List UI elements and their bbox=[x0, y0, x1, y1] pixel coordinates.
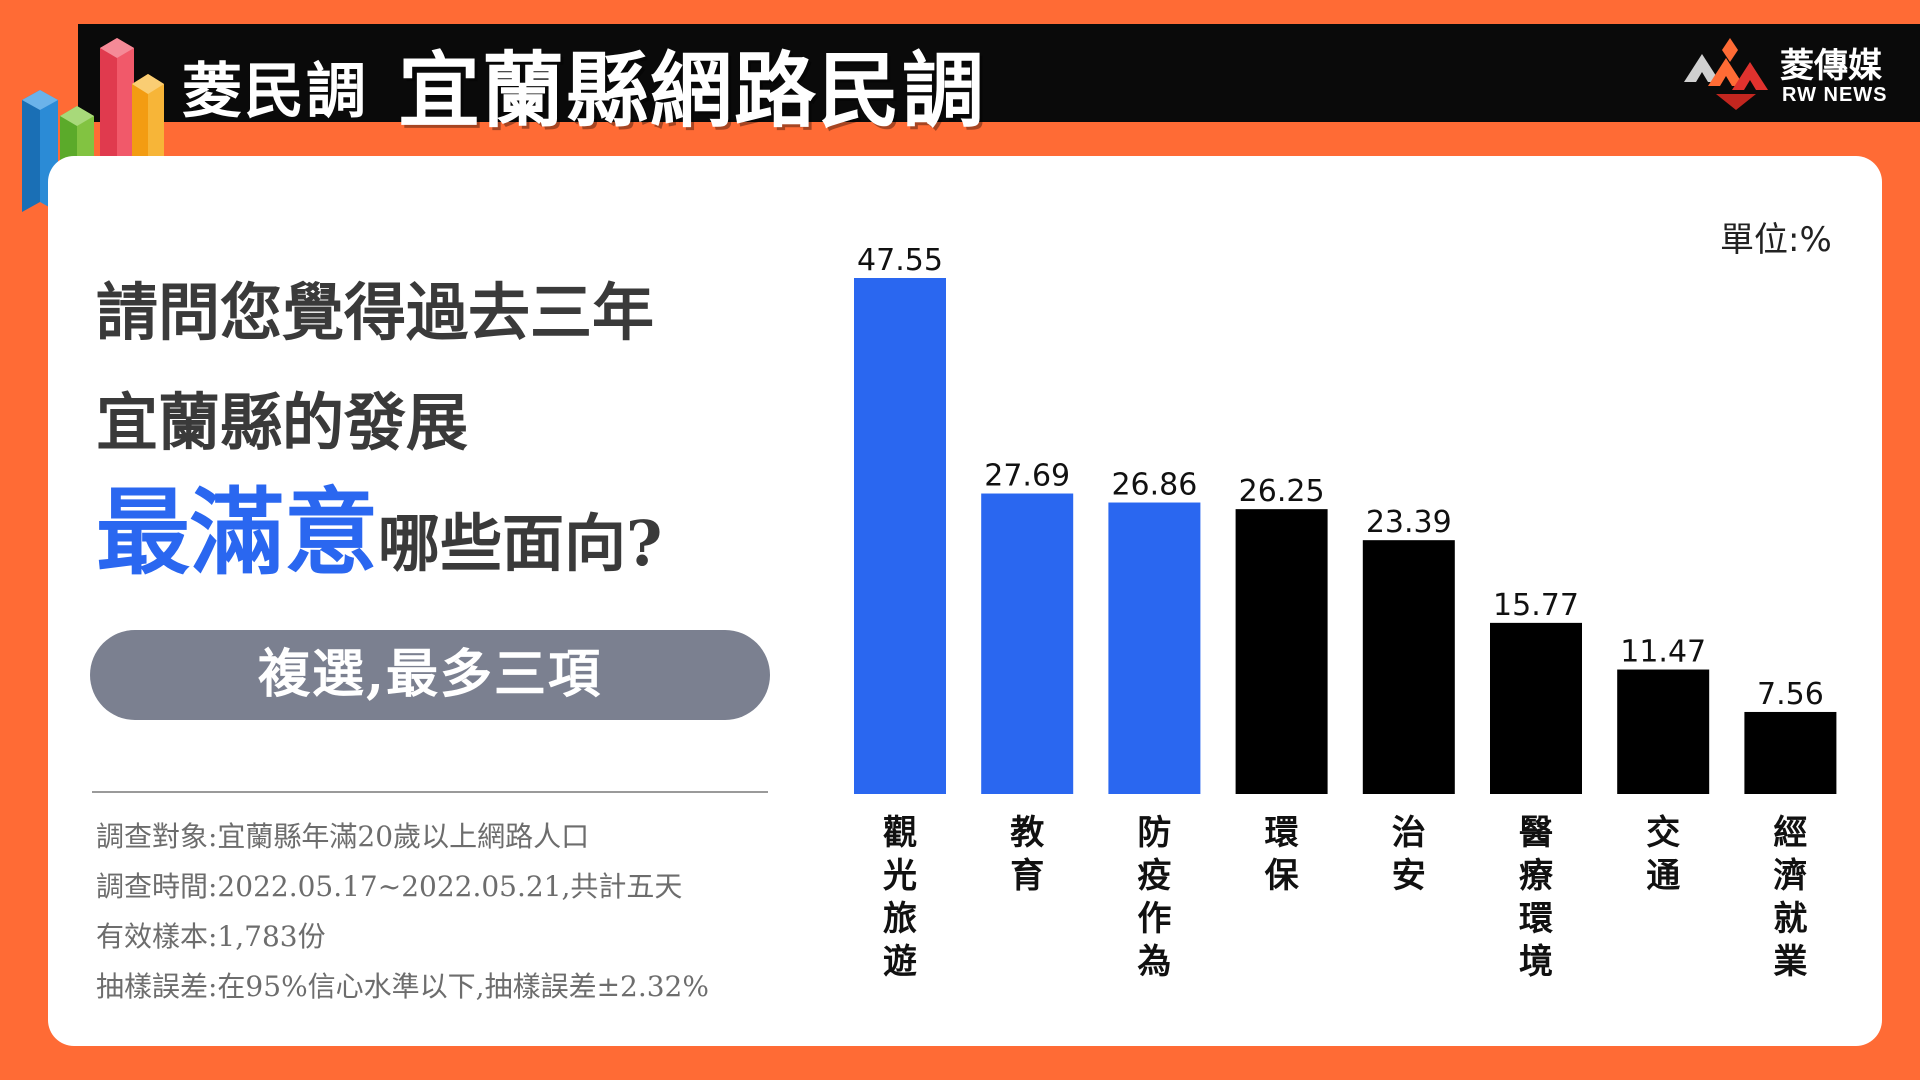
bar-8 bbox=[1744, 711, 1837, 794]
bar-5 bbox=[1362, 540, 1455, 794]
data-label-6: 15.77 bbox=[1493, 588, 1579, 623]
multi-select-badge: 複選,最多三項 bbox=[90, 630, 770, 720]
survey-margin-of-error: 抽樣誤差:在95%信心水準以下,抽樣誤差±2.32% bbox=[96, 970, 709, 1003]
bar-2 bbox=[981, 493, 1074, 794]
unit-label: 單位:% bbox=[1720, 220, 1832, 260]
divider bbox=[92, 791, 768, 793]
data-label-1: 47.55 bbox=[857, 243, 943, 278]
content-card bbox=[48, 156, 1882, 1046]
category-label-8: 經濟就業 bbox=[1773, 813, 1807, 982]
question-highlight: 最滿意 bbox=[96, 478, 379, 588]
brand-logo: 菱傳媒 RW NEWS bbox=[1680, 32, 1900, 114]
category-label-4: 環保 bbox=[1265, 813, 1300, 896]
survey-target: 調查對象:宜蘭縣年滿20歲以上網路人口 bbox=[96, 820, 590, 853]
brand-name-cn: 菱傳媒 bbox=[1780, 46, 1882, 86]
bar-1 bbox=[854, 278, 946, 794]
category-label-3: 防疫作為 bbox=[1137, 813, 1171, 982]
survey-period: 調查時間:2022.05.17~2022.05.21,共計五天 bbox=[96, 870, 683, 903]
header-bar bbox=[78, 24, 1920, 122]
category-label-5: 治安 bbox=[1392, 813, 1426, 896]
question-line-1: 請問您覺得過去三年 bbox=[96, 276, 655, 349]
question-line-2: 宜蘭縣的發展 bbox=[96, 386, 469, 459]
category-label-6: 醫療環境 bbox=[1519, 813, 1554, 982]
survey-question: 請問您覺得過去三年 宜蘭縣的發展 最滿意哪些面向? bbox=[96, 258, 796, 599]
category-label-7: 交通 bbox=[1646, 813, 1680, 896]
question-line-3: 最滿意哪些面向? bbox=[96, 478, 796, 599]
data-label-5: 23.39 bbox=[1366, 505, 1452, 540]
data-label-4: 26.25 bbox=[1239, 474, 1325, 509]
header-subtitle: 菱民調 bbox=[182, 57, 368, 127]
category-label-1: 觀光旅遊 bbox=[883, 813, 917, 982]
bar-4 bbox=[1235, 509, 1328, 794]
data-label-3: 26.86 bbox=[1111, 468, 1197, 503]
page-title: 宜蘭縣網路民調 bbox=[398, 44, 987, 139]
bar-6 bbox=[1490, 622, 1582, 794]
bar-7 bbox=[1617, 669, 1710, 794]
question-line-3-rest: 哪些面向? bbox=[378, 507, 663, 580]
brand-name-en: RW NEWS bbox=[1782, 84, 1888, 106]
category-label-2: 教育 bbox=[1010, 813, 1044, 896]
survey-info: 調查對象:宜蘭縣年滿20歲以上網路人口 調查時間:2022.05.17~2022… bbox=[96, 812, 796, 1012]
bar-3 bbox=[1108, 502, 1201, 794]
data-label-8: 7.56 bbox=[1757, 677, 1824, 712]
data-label-7: 11.47 bbox=[1620, 635, 1706, 670]
data-label-2: 27.69 bbox=[984, 459, 1070, 494]
rw-news-logo-icon bbox=[1684, 38, 1768, 110]
bar-chart: 47.55 觀光旅遊 27.69 教育 26.86 防疫作為 26.25 環保 23.39 治安 1… bbox=[854, 243, 1837, 982]
survey-sample-size: 有效樣本:1,783份 bbox=[96, 920, 326, 953]
